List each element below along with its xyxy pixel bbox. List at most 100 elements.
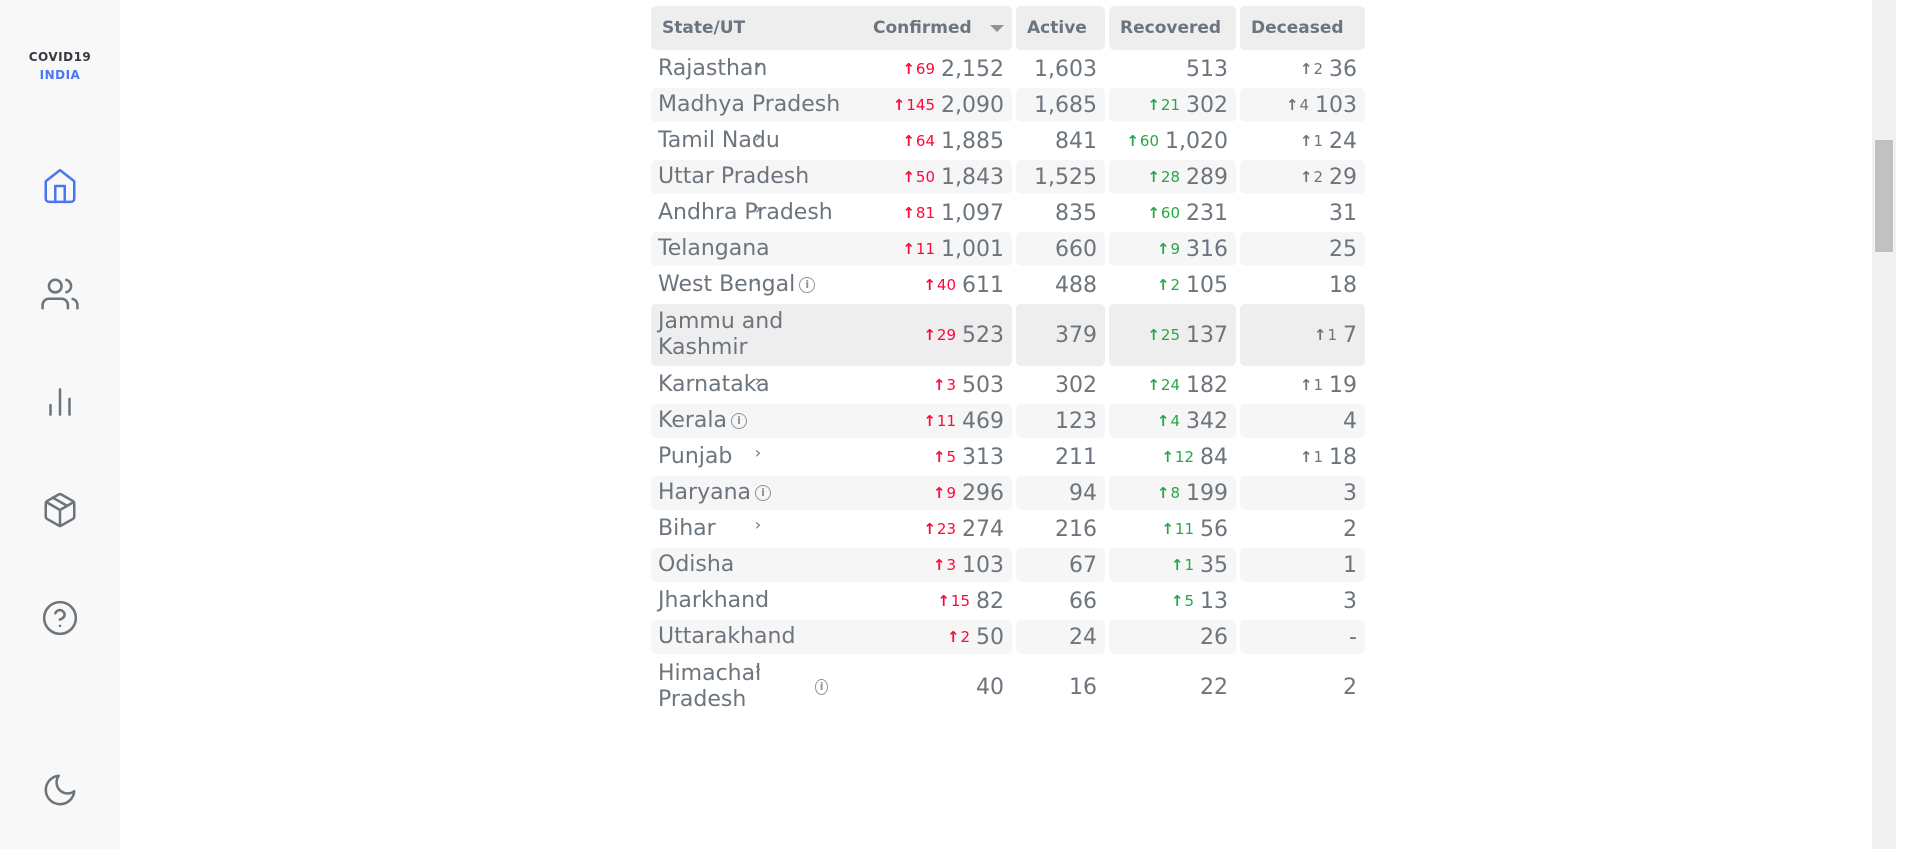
arrow-up-icon: ↑ [1299,168,1313,186]
home-icon[interactable] [39,165,81,207]
row-expand-chevron-icon[interactable]: › [754,658,762,678]
state-name: Kerala [658,408,727,433]
state-name: Telangana [658,236,770,261]
package-icon[interactable] [39,489,81,531]
cell-state[interactable]: Telangana [651,232,888,266]
delta-confirmed: ↑ 40 [923,276,956,294]
delta-confirmed: ↑ 11 [902,240,935,258]
value-deceased: 36 [1329,56,1357,82]
cell-confirmed: ↑ 50 1,843 [862,160,1012,194]
cell-state[interactable]: West Bengal i [651,268,888,302]
delta-confirmed: ↑ 50 [902,168,935,186]
cell-recovered: ↑ 8 199 [1109,476,1236,510]
info-icon[interactable]: i [799,277,816,293]
value-deceased: 103 [1315,92,1357,118]
arrow-up-icon: ↑ [1161,448,1174,466]
value-recovered: 199 [1186,480,1228,506]
value-deceased: 18 [1329,272,1357,298]
arrow-up-icon: ↑ [902,168,915,186]
cell-state[interactable]: Bihar [651,512,888,546]
value-deceased: 18 [1329,444,1357,470]
value-recovered: 105 [1186,272,1228,298]
arrow-up-icon: ↑ [1299,132,1313,150]
cell-state[interactable]: Kerala i [651,404,888,438]
cell-state[interactable]: Tamil Nadu [651,124,888,158]
cell-active: 211 [1016,440,1105,474]
moon-icon[interactable] [39,769,81,811]
row-expand-chevron-icon[interactable]: › [754,442,762,462]
delta-recovered: ↑ 28 [1147,168,1180,186]
value-active: 488 [1055,272,1097,298]
row-expand-chevron-icon[interactable]: › [754,54,762,74]
delta-value: 81 [915,204,936,222]
cell-state[interactable]: Himachal Pradesh i [651,656,888,718]
state-name: Bihar [658,516,716,541]
header-active[interactable]: Active [1016,6,1105,50]
info-icon[interactable]: i [731,413,747,429]
cell-deceased: ↑ 1 19 [1240,368,1365,402]
cell-recovered: ↑ 60 231 [1109,196,1236,230]
arrow-up-icon: ↑ [1299,60,1313,78]
delta-value: 60 [1160,204,1180,222]
info-icon[interactable]: i [815,679,828,695]
vertical-scrollbar[interactable] [1872,0,1896,849]
value-deceased: 24 [1329,128,1357,154]
cell-state[interactable]: Haryana i [651,476,888,510]
cell-state[interactable]: Jammu and Kashmir [651,304,888,366]
header-confirmed[interactable]: Confirmed [862,6,1012,50]
delta-deceased: ↑ 1 [1300,448,1323,466]
info-icon[interactable]: i [755,485,771,501]
arrow-up-icon: ↑ [1147,376,1160,394]
cell-confirmed: ↑ 81 1,097 [862,196,1012,230]
value-active: 1,525 [1034,164,1097,190]
row-expand-chevron-icon[interactable]: › [754,126,762,146]
help-circle-icon[interactable] [39,597,81,639]
bar-chart-icon[interactable] [39,381,81,423]
delta-deceased: ↑ 1 [1300,132,1323,150]
sidebar: COVID19 INDIA [0,0,120,849]
brand-logo[interactable]: COVID19 INDIA [0,48,120,84]
cell-state[interactable]: Uttarakhand [651,620,888,654]
row-expand-chevron-icon[interactable]: › [754,586,762,606]
cell-state[interactable]: Madhya Pradesh [651,88,888,122]
value-deceased: 1 [1343,552,1357,578]
value-confirmed: 503 [962,372,1004,398]
cell-recovered: ↑ 9 316 [1109,232,1236,266]
cell-active: 94 [1016,476,1105,510]
brand-line-2: INDIA [39,68,81,82]
delta-value: 29 [936,326,956,344]
header-recovered[interactable]: Recovered [1109,6,1236,50]
row-expand-chevron-icon[interactable]: › [754,514,762,534]
cell-state[interactable]: Karnataka [651,368,888,402]
row-expand-chevron-icon[interactable]: › [754,270,762,290]
cell-state[interactable]: Andhra Pradesh [651,196,888,230]
value-active: 302 [1055,372,1097,398]
row-expand-chevron-icon[interactable]: › [754,370,762,390]
header-state[interactable]: State/UT [651,6,888,50]
scrollbar-thumb[interactable] [1875,140,1893,252]
arrow-up-icon: ↑ [932,376,946,394]
delta-recovered: ↑ 4 [1157,412,1180,430]
value-deceased: 19 [1329,372,1357,398]
delta-recovered: ↑ 8 [1157,484,1180,502]
cell-state[interactable]: Punjab [651,440,888,474]
value-confirmed: 82 [976,588,1004,614]
cell-confirmed: ↑ 2 50 [862,620,1012,654]
delta-confirmed: ↑ 11 [923,412,956,430]
arrow-up-icon: ↑ [892,96,906,114]
delta-value: 2 [1313,168,1323,186]
delta-recovered: ↑ 21 [1147,96,1180,114]
delta-value: 1 [1313,376,1323,394]
cell-active: 24 [1016,620,1105,654]
cell-deceased: - [1240,620,1365,654]
header-deceased[interactable]: Deceased [1240,6,1365,50]
cell-recovered: 513 [1109,52,1236,86]
cell-state[interactable]: Odisha [651,548,888,582]
users-icon[interactable] [39,273,81,315]
value-recovered: 26 [1200,624,1228,650]
row-expand-chevron-icon[interactable]: › [754,198,762,218]
cell-state[interactable]: Rajasthan [651,52,888,86]
cell-state[interactable]: Jharkhand [651,584,888,618]
cell-state[interactable]: Uttar Pradesh [651,160,888,194]
cell-recovered: ↑ 24 182 [1109,368,1236,402]
